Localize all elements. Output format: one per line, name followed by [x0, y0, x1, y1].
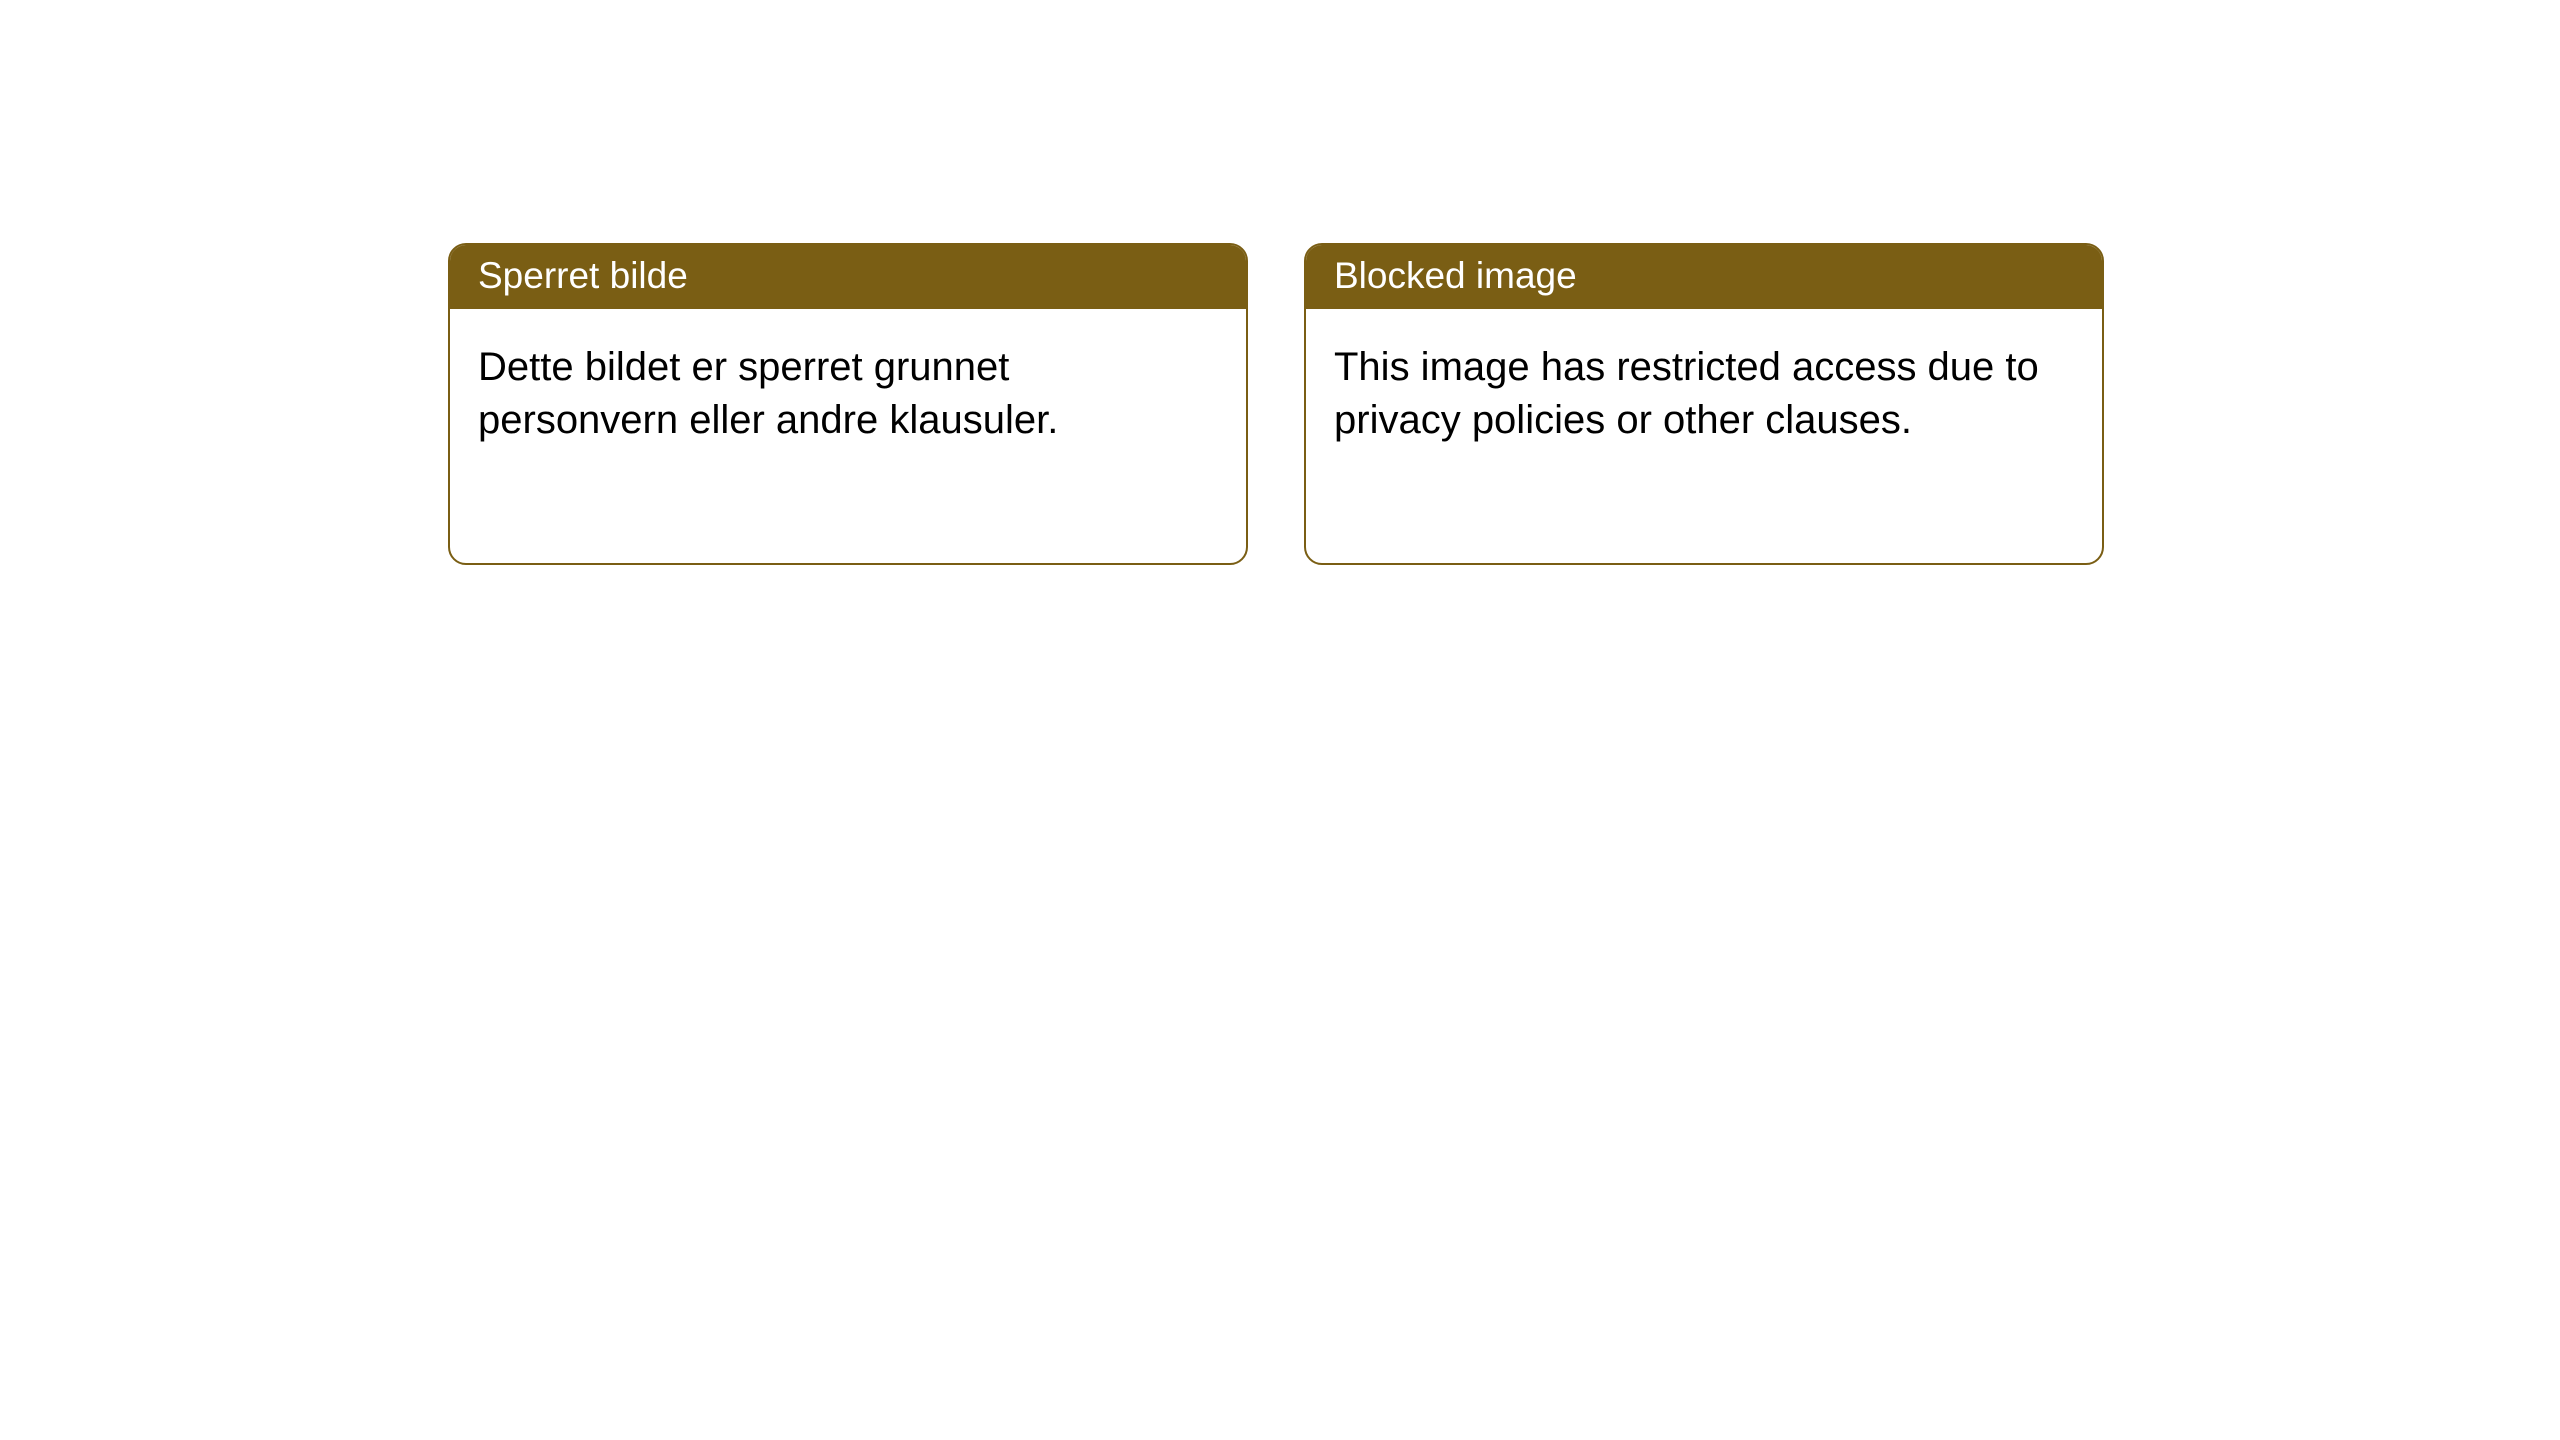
- notice-title: Blocked image: [1306, 245, 2102, 309]
- notice-box-english: Blocked image This image has restricted …: [1304, 243, 2104, 565]
- notice-container: Sperret bilde Dette bildet er sperret gr…: [0, 0, 2560, 565]
- notice-box-norwegian: Sperret bilde Dette bildet er sperret gr…: [448, 243, 1248, 565]
- notice-body: Dette bildet er sperret grunnet personve…: [450, 309, 1246, 563]
- notice-body: This image has restricted access due to …: [1306, 309, 2102, 563]
- notice-title: Sperret bilde: [450, 245, 1246, 309]
